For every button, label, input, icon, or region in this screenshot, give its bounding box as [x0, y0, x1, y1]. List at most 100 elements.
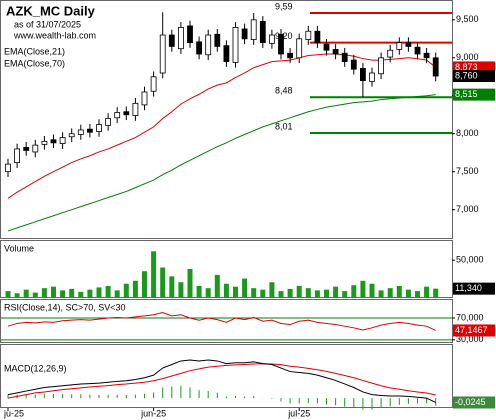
- candle-body: [187, 25, 193, 44]
- candle-body: [5, 163, 11, 173]
- histogram-bar: [180, 385, 182, 399]
- volume-bar: [287, 288, 293, 297]
- histogram-bar: [116, 394, 118, 399]
- candle-body: [177, 27, 184, 50]
- histogram-bar: [62, 394, 64, 399]
- candle-body: [341, 52, 348, 63]
- candle-body: [87, 128, 93, 133]
- candle-body: [150, 76, 157, 92]
- candle-body: [105, 118, 111, 126]
- volume-bar: [278, 291, 284, 297]
- histogram-bar: [244, 396, 246, 399]
- histogram-bar: [335, 398, 337, 406]
- volume-bar: [205, 288, 211, 297]
- histogram-bar: [353, 398, 355, 408]
- volume-bar: [123, 283, 129, 297]
- candle-body: [259, 20, 266, 44]
- last-value-label: 8,760: [455, 70, 478, 80]
- histogram-bar: [43, 393, 45, 399]
- histogram-bar: [298, 398, 300, 404]
- candle-body: [68, 133, 75, 138]
- histogram-bar: [134, 394, 136, 399]
- x-tick-label: jul-25: [287, 408, 310, 418]
- volume-bar: [369, 283, 375, 297]
- candle-body: [359, 68, 366, 81]
- candle-body: [23, 147, 30, 151]
- level-label: 8,48: [275, 86, 293, 96]
- histogram-bar: [253, 396, 255, 399]
- histogram-bar: [225, 396, 227, 399]
- candle-body: [332, 49, 339, 55]
- volume-bar: [32, 292, 38, 297]
- level-label: 8,01: [275, 121, 293, 131]
- volume-bar: [405, 289, 411, 297]
- volume-bar: [196, 285, 202, 297]
- volume-bar: [214, 274, 220, 297]
- macd-line: [7, 359, 436, 403]
- volume-bar: [160, 267, 166, 297]
- volume-panel: [0, 240, 453, 298]
- y-tick-label: 7,000: [456, 204, 479, 214]
- histogram-bar: [171, 386, 173, 399]
- volume-bar: [378, 290, 384, 297]
- source: www.wealth-lab.com: [13, 30, 96, 40]
- volume-bar: [96, 287, 102, 297]
- candle-body: [250, 19, 257, 40]
- candle-body: [241, 28, 248, 40]
- volume-bar: [69, 288, 75, 297]
- histogram-bar: [289, 398, 291, 404]
- histogram-bar: [198, 390, 200, 399]
- histogram-bar: [189, 387, 191, 399]
- candle-body: [168, 34, 175, 47]
- rsi-panel: [0, 299, 453, 343]
- candle-body: [314, 30, 321, 44]
- last-value-label: 8,873: [455, 62, 478, 72]
- candle-body: [423, 52, 430, 59]
- volume-bar: [169, 276, 175, 297]
- volume-bar: [23, 289, 29, 297]
- last-value-label: 8,515: [455, 89, 478, 99]
- histogram-bar: [144, 393, 145, 399]
- last-value-box: [453, 70, 495, 83]
- histogram-bar: [426, 398, 428, 404]
- candle-body: [123, 111, 130, 116]
- last-value-box: [453, 396, 495, 409]
- volume-bar: [14, 293, 20, 297]
- volume-bar: [324, 289, 329, 297]
- level-label: 9,59: [275, 1, 293, 11]
- candle-body: [50, 139, 57, 144]
- histogram-bar: [235, 396, 236, 399]
- ema-line: [7, 53, 437, 199]
- y-tick-label: 9,500: [456, 14, 479, 24]
- panel-title: MACD(12,26,9): [4, 363, 67, 373]
- volume-bar: [187, 269, 193, 297]
- histogram-bar: [34, 394, 36, 399]
- chart-title: AZK_MC Daily: [6, 3, 96, 18]
- y-tick-label: 8,000: [456, 128, 479, 138]
- last-value-label: 47,1467: [455, 325, 488, 335]
- y-tick-label: 70,000: [456, 312, 484, 322]
- candle-body: [414, 46, 421, 55]
- candle-body: [59, 137, 66, 145]
- volume-bar: [296, 285, 302, 297]
- signal-line: [7, 363, 436, 399]
- last-value-box: [453, 324, 495, 337]
- candle-body: [232, 27, 239, 63]
- volume-bar: [142, 271, 147, 297]
- histogram-bar: [316, 398, 318, 404]
- candle-body: [432, 57, 439, 77]
- volume-bar: [233, 286, 238, 297]
- histogram-bar: [407, 398, 409, 404]
- price-panel: [0, 0, 453, 239]
- panel-title: Volume: [4, 243, 34, 253]
- candle-body: [350, 59, 357, 70]
- histogram-bar: [89, 394, 91, 399]
- candle-body: [287, 52, 294, 59]
- candle-body: [214, 33, 221, 47]
- volume-bar: [314, 290, 320, 297]
- candle-body: [223, 45, 230, 63]
- histogram-bar: [344, 398, 346, 407]
- histogram-bar: [417, 398, 418, 404]
- volume-bar: [151, 251, 157, 297]
